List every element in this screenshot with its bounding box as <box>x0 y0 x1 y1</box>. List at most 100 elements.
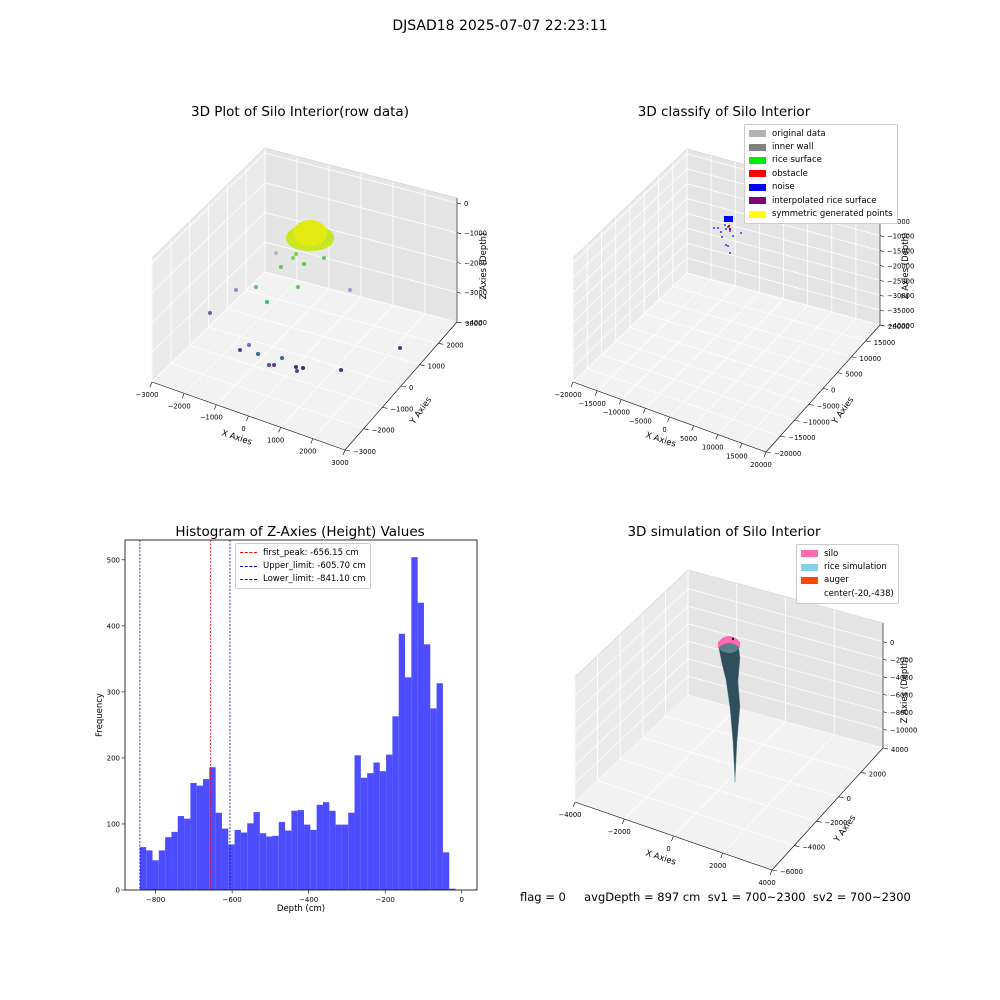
legend-swatch <box>749 170 766 178</box>
z-tick <box>879 250 885 252</box>
x-axis-label: X Axies <box>644 848 677 867</box>
histogram-bar <box>348 812 355 890</box>
scatter-point <box>727 245 729 247</box>
y-tick-label: 200 <box>107 754 120 762</box>
grid-line <box>151 271 458 383</box>
legend-swatch <box>801 563 818 571</box>
grid-line <box>672 286 866 342</box>
x-tick <box>769 869 773 876</box>
z-tick-label: −2000 <box>890 656 913 664</box>
y-tick-label: −5000 <box>817 402 840 410</box>
scatter-point <box>732 235 734 237</box>
y-tick <box>794 845 800 847</box>
scatter-point <box>293 220 327 246</box>
scatter-point <box>717 227 719 229</box>
histogram-bar <box>152 860 159 890</box>
z-tick <box>456 232 462 235</box>
y-tick-label: 400 <box>107 622 120 630</box>
x-tick <box>214 404 217 410</box>
legend-label: Upper_limit: -605.70 cm <box>263 561 366 572</box>
z-tick <box>456 321 462 324</box>
legend-item: first_peak: -656.15 cm <box>240 546 366 559</box>
x-tick <box>643 408 646 414</box>
histogram-bar <box>266 836 273 890</box>
legend-item: inner wall <box>749 140 893 153</box>
y-tick-label: 2000 <box>446 341 463 349</box>
silo-surface <box>718 636 740 648</box>
y-tick <box>860 772 866 774</box>
z-tick <box>882 711 888 714</box>
x-axis-line <box>151 381 346 451</box>
scatter-point <box>724 224 726 226</box>
z-tick-label: −15000 <box>887 248 914 256</box>
y-tick-label: 0 <box>831 387 835 395</box>
grid-line <box>587 367 781 437</box>
z-tick <box>882 728 888 731</box>
grid-line <box>574 675 884 784</box>
histogram-bar <box>253 812 260 890</box>
x-tick-label: 0 <box>662 426 666 434</box>
histogram-bar <box>436 683 443 890</box>
scatter-point <box>322 256 326 260</box>
y-tick <box>438 343 444 345</box>
y-tick-label: 2000 <box>869 770 886 778</box>
x-tick-label: 0 <box>241 425 245 433</box>
grid-line <box>642 737 839 798</box>
z-tick <box>882 693 888 696</box>
grid-line <box>151 182 458 294</box>
legend-item: silo <box>801 547 894 560</box>
histogram-bar <box>259 833 267 890</box>
x-tick-label: −1000 <box>200 414 223 422</box>
scatter-point <box>274 251 278 255</box>
y-axis-line <box>765 324 881 453</box>
z-tick <box>456 202 462 205</box>
x-tick-label: −10000 <box>603 409 630 417</box>
scatter-point <box>728 227 732 231</box>
x-tick <box>667 416 670 423</box>
y-tick <box>865 340 871 343</box>
y-tick-label: 0 <box>409 384 413 392</box>
x-tick-label: 15000 <box>726 452 748 460</box>
z-tick-label: 0 <box>464 200 468 208</box>
grid-line <box>722 734 835 854</box>
chart-title-simulation: 3D simulation of Silo Interior <box>627 524 821 540</box>
z-tick <box>882 641 888 644</box>
grid-line <box>620 758 817 822</box>
x-tick-label: −20000 <box>554 391 581 399</box>
grid-line <box>574 694 689 803</box>
x-axis-label: X Axies <box>644 430 677 449</box>
y-tick-label: 10000 <box>860 355 882 363</box>
y-axis-line <box>344 321 458 451</box>
chart-histogram: Depth (cm) Frequency −800 −600 −400 −200 0 0 1… <box>95 539 478 914</box>
grid-line <box>623 707 738 820</box>
x-tick-label: −2000 <box>608 828 631 836</box>
legend-swatch <box>801 590 818 597</box>
x-tick <box>691 425 694 431</box>
histogram-bar <box>203 779 210 890</box>
y-tick <box>808 404 814 406</box>
scatter-point <box>267 363 271 367</box>
chart-simulation-3d: X Axies Y Axies Z Axies (Depth) −4000 −20… <box>559 569 917 887</box>
z-tick <box>879 324 885 327</box>
grid-line <box>574 623 884 732</box>
histogram-bar <box>158 850 166 890</box>
y-tick <box>794 419 800 422</box>
x-tick-label: −200 <box>376 896 395 904</box>
center-marker <box>731 637 735 641</box>
histogram-bar <box>184 818 191 890</box>
y-tick-label: 100 <box>107 820 120 828</box>
legend-item: Lower_limit: -841.10 cm <box>240 573 366 586</box>
histogram-bar <box>146 850 153 890</box>
x-tick-label: 1000 <box>267 436 284 444</box>
histogram-bar <box>379 771 387 890</box>
z-tick-label: −4000 <box>464 319 487 327</box>
grid-line <box>227 308 420 366</box>
z-tick-label: −30000 <box>887 292 914 300</box>
legend-label: noise <box>772 182 795 193</box>
legend-label: interpolated rice surface <box>772 195 877 206</box>
legend-line-swatch <box>240 552 257 554</box>
histogram-bar <box>430 708 437 890</box>
legend-label: auger <box>824 575 849 586</box>
z-tick-label: −20000 <box>887 262 914 270</box>
x-axis-label: Depth (cm) <box>277 904 325 914</box>
